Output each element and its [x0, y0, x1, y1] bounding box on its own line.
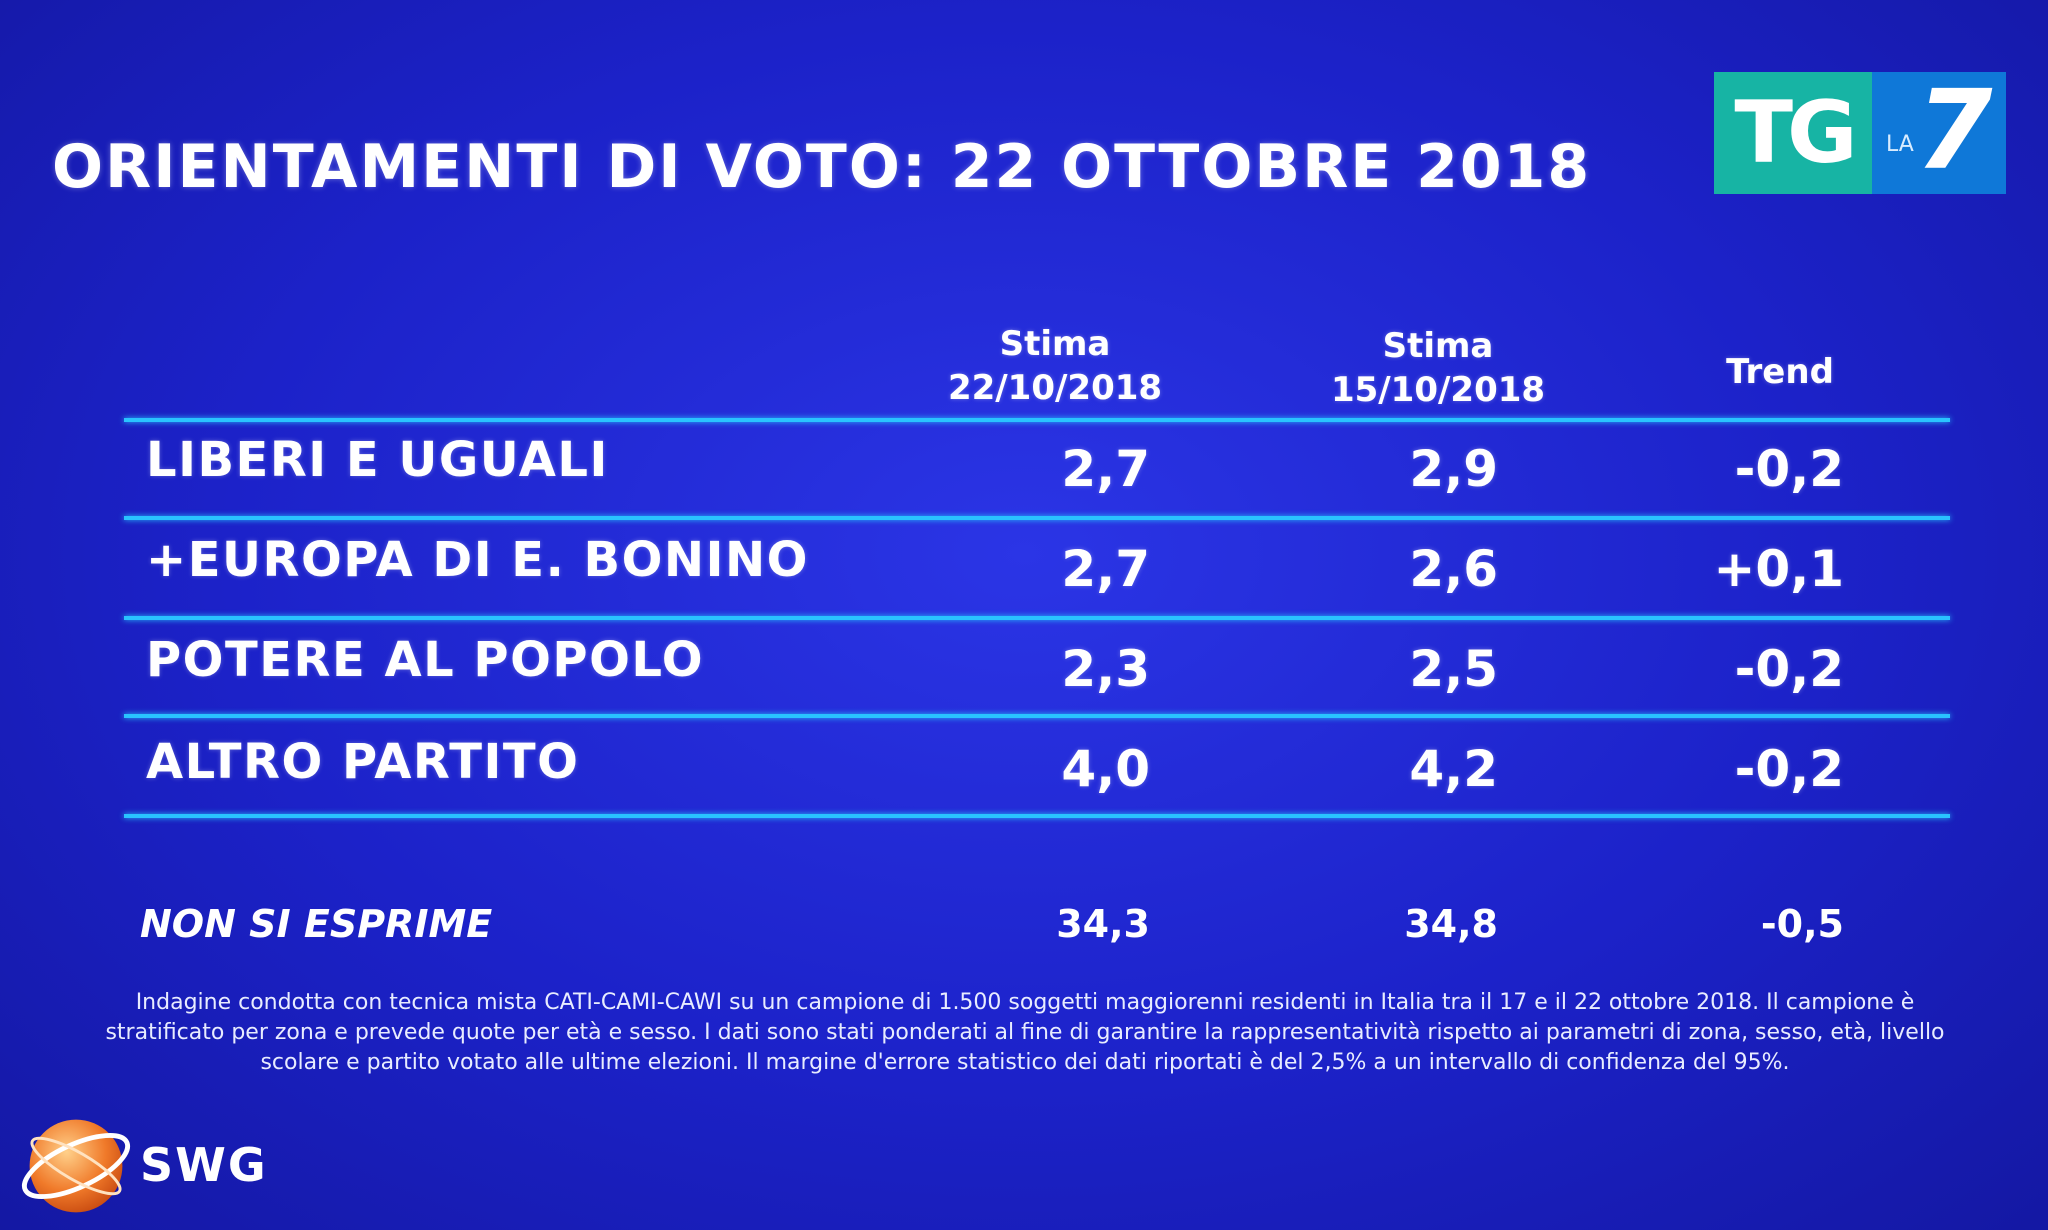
- trend-value: -0,2: [1734, 740, 1844, 798]
- estimate-22: 4,0: [1061, 740, 1150, 798]
- column-header-stima-15: Stima 15/10/2018: [1288, 324, 1588, 412]
- swg-brand-text: SWG: [140, 1138, 268, 1192]
- swg-globe-icon: [21, 1119, 131, 1213]
- non-si-esprime-15: 34,8: [1404, 902, 1498, 946]
- estimate-22: 2,7: [1061, 440, 1150, 498]
- column-header-stima-22: Stima 22/10/2018: [940, 322, 1170, 410]
- column-header-line2: 22/10/2018: [947, 368, 1163, 408]
- estimate-22: 2,7: [1061, 540, 1150, 598]
- column-header-line1: Stima: [1382, 326, 1494, 366]
- column-header-line2: 15/10/2018: [1330, 370, 1546, 410]
- table-rule: [124, 616, 1950, 620]
- column-header-line1: Stima: [999, 324, 1111, 364]
- methodology-note: Indagine condotta con tecnica mista CATI…: [50, 988, 2000, 1078]
- table-rule: [124, 516, 1950, 520]
- table-rule: [124, 814, 1950, 818]
- estimate-22: 2,3: [1061, 640, 1150, 698]
- note-line: Indagine condotta con tecnica mista CATI…: [135, 990, 1915, 1015]
- party-label: +EUROPA DI E. BONINO: [146, 532, 809, 588]
- non-si-esprime-label: NON SI ESPRIME: [140, 902, 493, 946]
- party-label: ALTRO PARTITO: [146, 734, 580, 790]
- party-label: LIBERI E UGUALI: [146, 432, 609, 488]
- la7-logo: LA 7: [1872, 66, 2006, 194]
- tg-la7-logo: TG LA 7: [1714, 66, 2006, 194]
- note-line: stratificato per zona e prevede quote pe…: [105, 1020, 1945, 1045]
- note-line: scolare e partito votato alle ultime ele…: [260, 1050, 1790, 1075]
- trend-value: +0,1: [1713, 540, 1844, 598]
- la-logo-text: LA: [1886, 132, 1914, 157]
- seven-logo-text: 7: [1916, 66, 1993, 194]
- non-si-esprime-22: 34,3: [1056, 902, 1150, 946]
- table-rule: [124, 418, 1950, 422]
- estimate-15: 2,6: [1409, 540, 1498, 598]
- estimate-15: 2,5: [1409, 640, 1498, 698]
- column-header-trend: Trend: [1726, 352, 1834, 392]
- page-title: ORIENTAMENTI DI VOTO: 22 OTTOBRE 2018: [52, 132, 1592, 202]
- tg-logo-text: TG: [1714, 72, 1872, 194]
- trend-value: -0,2: [1734, 640, 1844, 698]
- trend-value: -0,2: [1734, 440, 1844, 498]
- non-si-esprime-trend: -0,5: [1760, 902, 1844, 946]
- estimate-15: 2,9: [1409, 440, 1498, 498]
- estimate-15: 4,2: [1409, 740, 1498, 798]
- table-rule: [124, 714, 1950, 718]
- party-label: POTERE AL POPOLO: [146, 632, 705, 688]
